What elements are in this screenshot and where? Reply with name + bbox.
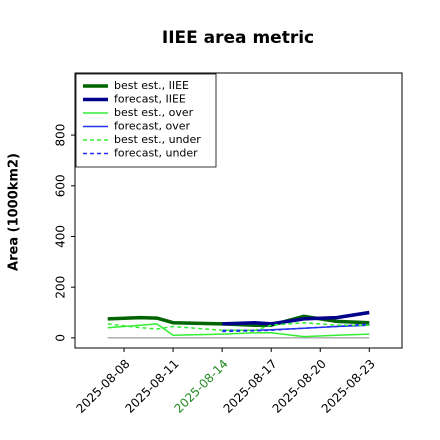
y-axis-label: Area (1000km2) (7, 153, 22, 271)
y-tick-label: 400 (54, 225, 68, 248)
y-tick-label: 200 (54, 276, 68, 299)
legend-label: best est., IIEE (114, 79, 189, 92)
y-tick-label: 800 (54, 124, 68, 147)
legend-box (75, 73, 217, 168)
legend-label: best est., over (114, 106, 194, 119)
legend-label: best est., under (114, 133, 201, 146)
legend-label: forecast, over (114, 120, 190, 133)
y-tick-label: 600 (54, 174, 68, 197)
legend-label: forecast, IIEE (114, 93, 186, 106)
series-line (222, 310, 370, 326)
legend-label: forecast, under (114, 147, 198, 160)
series-line (222, 323, 370, 333)
chart-title: IIEE area metric (162, 28, 314, 48)
plot-frame (74, 72, 403, 349)
y-tick-label: 0 (54, 334, 68, 342)
series-line (107, 323, 370, 338)
